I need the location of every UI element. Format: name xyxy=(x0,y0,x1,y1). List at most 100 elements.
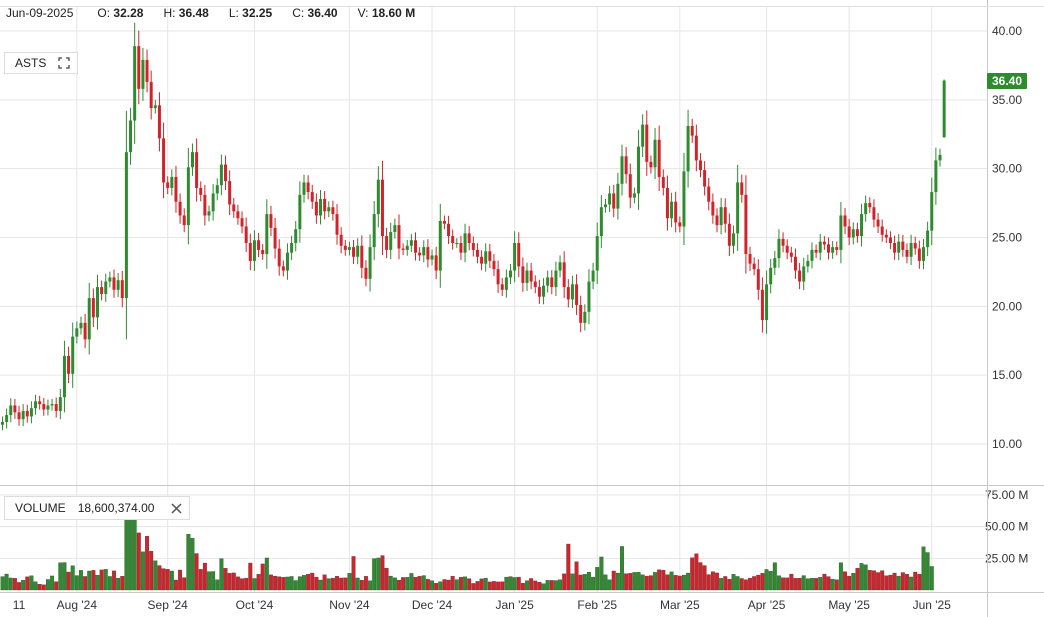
candle-body xyxy=(670,201,674,219)
volume-bar xyxy=(748,577,752,591)
candle-body xyxy=(587,281,591,312)
volume-bar xyxy=(388,575,393,591)
volume-bar xyxy=(25,576,30,591)
grid-lines xyxy=(0,6,987,592)
volume-bar xyxy=(632,572,637,591)
price-tick-label: 40.00 xyxy=(992,24,1022,38)
candle-body xyxy=(285,252,289,271)
candle-body xyxy=(798,270,802,282)
volume-bar xyxy=(198,569,203,591)
candle-body xyxy=(112,277,116,290)
volume-bar xyxy=(818,577,823,591)
volume-bar xyxy=(347,573,352,591)
volume-bar xyxy=(587,571,591,591)
volume-bar xyxy=(545,580,550,591)
volume-bar xyxy=(186,533,191,591)
volume-label: VOLUME xyxy=(15,501,66,515)
candle-body xyxy=(323,198,327,212)
volume-bar xyxy=(91,570,96,591)
candle-body xyxy=(868,203,872,208)
volume-bar xyxy=(611,570,616,591)
candle-body xyxy=(822,241,826,245)
candle-body xyxy=(674,201,678,223)
candle-body xyxy=(162,138,166,183)
candle-body xyxy=(492,260,496,270)
volume-bar xyxy=(810,578,814,591)
close-icon[interactable] xyxy=(167,499,185,517)
candle-body xyxy=(500,284,504,290)
candle-body xyxy=(550,277,554,288)
candle-body xyxy=(244,226,248,244)
candle-body xyxy=(475,249,479,257)
candle-body xyxy=(876,219,880,227)
candle-body xyxy=(537,287,541,297)
volume-bar xyxy=(797,577,802,591)
volume-bar xyxy=(843,571,847,591)
candle-body xyxy=(542,285,546,297)
candle-body xyxy=(294,229,298,244)
candle-body xyxy=(385,236,389,250)
volume-bar xyxy=(223,568,228,591)
volume-bar xyxy=(574,561,579,591)
volume-bar xyxy=(834,579,839,591)
candle-body xyxy=(319,198,323,216)
candle-body xyxy=(517,243,521,267)
candle-body xyxy=(327,207,331,212)
volume-bar xyxy=(372,558,377,591)
candle-body xyxy=(314,201,318,216)
symbol-legend[interactable]: ASTS xyxy=(4,52,78,74)
candle-body xyxy=(793,256,797,271)
volume-bar xyxy=(235,576,240,591)
candle-body xyxy=(599,207,603,237)
volume-bar xyxy=(562,573,567,591)
candle-body xyxy=(901,241,905,250)
volume-bar xyxy=(343,577,348,591)
candle-body xyxy=(401,248,405,250)
candle-body xyxy=(884,234,888,238)
candle-body xyxy=(100,287,104,294)
candle-body xyxy=(368,247,372,279)
volume-bar xyxy=(859,563,864,591)
time-tick-label: Nov '24 xyxy=(329,598,370,612)
candle-body xyxy=(108,277,112,282)
candle-body xyxy=(438,220,442,271)
candle-body xyxy=(219,164,223,186)
candle-body xyxy=(310,192,314,202)
candle-body xyxy=(843,215,847,227)
candle-body xyxy=(455,243,459,245)
candle-body xyxy=(690,125,694,136)
volume-bar xyxy=(793,578,798,591)
volume-bar xyxy=(380,555,385,591)
volume-bar xyxy=(553,580,558,591)
candle-body xyxy=(888,237,892,244)
candle-body xyxy=(339,234,343,246)
candle-body xyxy=(575,284,579,305)
volume-legend[interactable]: VOLUME 18,600,374.00 xyxy=(4,496,190,520)
candle-body xyxy=(157,105,161,139)
candle-body xyxy=(938,154,942,161)
candle-body xyxy=(29,408,33,417)
volume-bar xyxy=(112,570,116,591)
candle-body xyxy=(5,415,9,422)
candle-body xyxy=(703,170,707,187)
header-volume: V: 18.60 M xyxy=(357,6,416,20)
volume-bar xyxy=(739,578,744,591)
volume-bar xyxy=(405,577,410,591)
volume-bar xyxy=(776,575,781,591)
volume-bar xyxy=(723,576,728,591)
volume-bar xyxy=(29,575,34,591)
candle-body xyxy=(211,193,215,212)
candle-body xyxy=(496,269,500,285)
volume-bar xyxy=(182,577,187,591)
candle-body xyxy=(25,410,29,417)
candle-body xyxy=(13,405,17,413)
volume-bar xyxy=(599,556,604,591)
candle-body xyxy=(228,181,232,205)
candle-body xyxy=(744,194,748,255)
volume-bar xyxy=(921,546,926,591)
expand-icon[interactable] xyxy=(55,54,73,72)
candle-body xyxy=(422,247,426,256)
candle-body xyxy=(248,243,252,261)
volume-bar xyxy=(107,576,112,591)
